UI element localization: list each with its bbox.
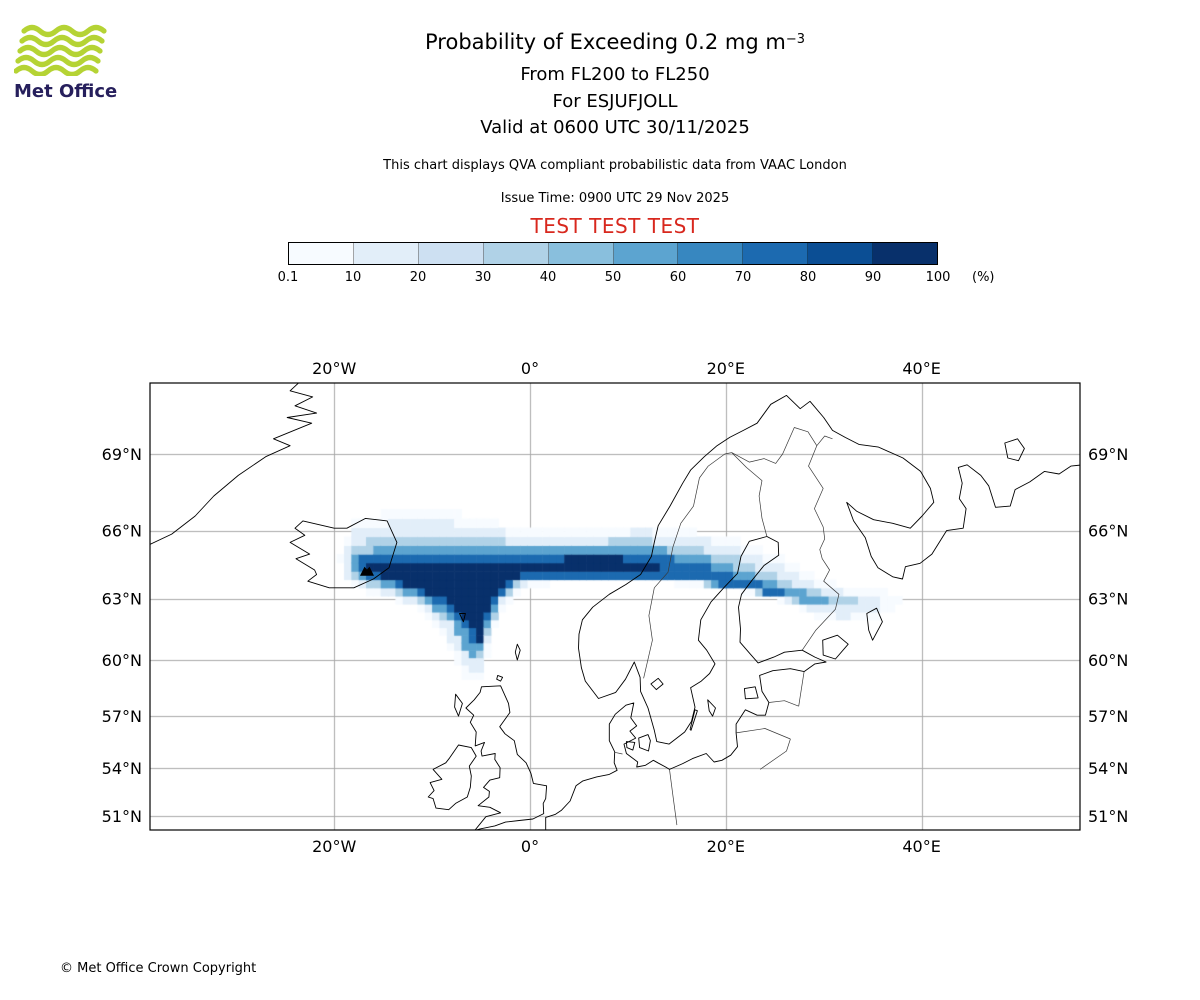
probability-plume-canvas	[150, 383, 1080, 830]
border-estonia-latvia	[768, 700, 799, 707]
volcano-name-line: For ESJUFJOLL	[552, 91, 678, 112]
colorbar-cell	[483, 243, 549, 264]
colorbar-cell	[873, 243, 938, 264]
colorbar-unit-label: (%)	[972, 270, 995, 285]
colorbar-tick-label: 0.1	[277, 270, 299, 285]
qva-note: This chart displays QVA compliant probab…	[383, 158, 847, 173]
colorbar-tick-label: 30	[474, 270, 492, 285]
coastline-orkney	[496, 674, 504, 682]
issue-time: Issue Time: 0900 UTC 29 Nov 2025	[500, 191, 730, 206]
colorbar-tick-label: 50	[604, 270, 622, 285]
lon-tick-label-bottom: 20°E	[707, 837, 745, 856]
flight-level-range: From FL200 to FL250	[520, 64, 710, 85]
lat-tick-label-right: 51°N	[1088, 807, 1128, 826]
lat-tick-label-right: 63°N	[1088, 590, 1128, 609]
coastline-ireland	[427, 744, 477, 811]
met-office-logo: Met Office	[13, 24, 124, 102]
border-norway-finland-russia	[731, 427, 833, 464]
coastline-kolguev-island	[1004, 438, 1025, 462]
lat-tick-label-right: 66°N	[1088, 522, 1128, 541]
lat-tick-label-left: 66°N	[102, 522, 142, 541]
chart-title: Probability of Exceeding 0.2 mg m−3	[15, 30, 1200, 54]
coastline-funen	[625, 741, 636, 751]
test-banner: TEST TEST TEST	[530, 214, 700, 238]
lon-tick-label-bottom: 0°	[521, 837, 539, 856]
lat-tick-label-left: 54°N	[102, 759, 142, 778]
coastline-great-britain	[465, 685, 548, 830]
colorbar-cell	[808, 243, 874, 264]
coastline-hebrides	[454, 693, 463, 717]
probability-colorbar	[288, 242, 938, 265]
lat-tick-label-right: 69°N	[1088, 445, 1128, 464]
border-estonia-russia	[798, 671, 805, 707]
lake-onega	[866, 607, 883, 641]
map-frame	[149, 382, 1081, 831]
colorbar-tick-label: 70	[734, 270, 752, 285]
colorbar-tick-label: 100	[925, 270, 951, 285]
coastline-zealand	[638, 734, 651, 752]
coastline-iceland	[289, 517, 398, 589]
lat-tick-label-right: 54°N	[1088, 759, 1128, 778]
colorbar-tick-label: 80	[799, 270, 817, 285]
lat-tick-label-left: 69°N	[102, 445, 142, 464]
coastline-greenland	[150, 383, 318, 545]
colorbar-tick-label: 20	[409, 270, 427, 285]
colorbar-tick-label: 10	[344, 270, 362, 285]
logo-text: Met Office	[14, 81, 118, 102]
copyright-text: © Met Office Crown Copyright	[60, 961, 257, 976]
lon-tick-label-top: 0°	[521, 359, 539, 378]
colorbar-cell	[743, 243, 809, 264]
lake-ladoga	[822, 634, 849, 660]
chart-title-exponent: −3	[785, 32, 805, 47]
border-lithuania-belarus	[759, 738, 791, 770]
chart-title-text: Probability of Exceeding 0.2 mg m	[425, 30, 786, 54]
border-latvia-lithuania	[736, 728, 791, 740]
lat-tick-label-left: 57°N	[102, 707, 142, 726]
coastline-gotland	[707, 699, 716, 717]
met-office-waves-icon	[13, 24, 107, 78]
lon-tick-label-top: 20°E	[707, 359, 745, 378]
border-poland-germany	[669, 769, 678, 826]
colorbar-tick-label: 40	[539, 270, 557, 285]
coastline-faroes	[459, 613, 466, 623]
colorbar-cell	[613, 243, 679, 264]
lon-tick-label-bottom: 40°E	[902, 837, 940, 856]
border-norway-sweden	[643, 452, 732, 679]
lake-vanern	[650, 677, 664, 691]
volcano-marker-icon	[359, 566, 374, 576]
lon-tick-label-bottom: 20°W	[312, 837, 356, 856]
colorbar-tick-label: 90	[864, 270, 882, 285]
lat-tick-label-right: 57°N	[1088, 707, 1128, 726]
coastline-shetland	[514, 643, 521, 661]
colorbar-cell	[548, 243, 614, 264]
colorbar-tick-label: 60	[669, 270, 687, 285]
colorbar-cell	[678, 243, 744, 264]
colorbar-cell	[418, 243, 484, 264]
valid-time-line: Valid at 0600 UTC 30/11/2025	[480, 117, 750, 138]
border-sweden-finland	[731, 452, 768, 537]
lat-tick-label-left: 51°N	[102, 807, 142, 826]
lon-tick-label-top: 20°W	[312, 359, 356, 378]
lat-tick-label-left: 60°N	[102, 651, 142, 670]
colorbar-cell	[289, 243, 354, 264]
colorbar-cell	[353, 243, 419, 264]
coastline-oland	[689, 709, 698, 731]
coastline-continental-europe	[545, 394, 1080, 830]
border-denmark-germany	[614, 751, 623, 755]
coastline-saaremaa	[743, 686, 759, 700]
lat-tick-label-left: 63°N	[102, 590, 142, 609]
lon-tick-label-top: 40°E	[902, 359, 940, 378]
lat-tick-label-right: 60°N	[1088, 651, 1128, 670]
border-finland-russia	[801, 445, 840, 651]
